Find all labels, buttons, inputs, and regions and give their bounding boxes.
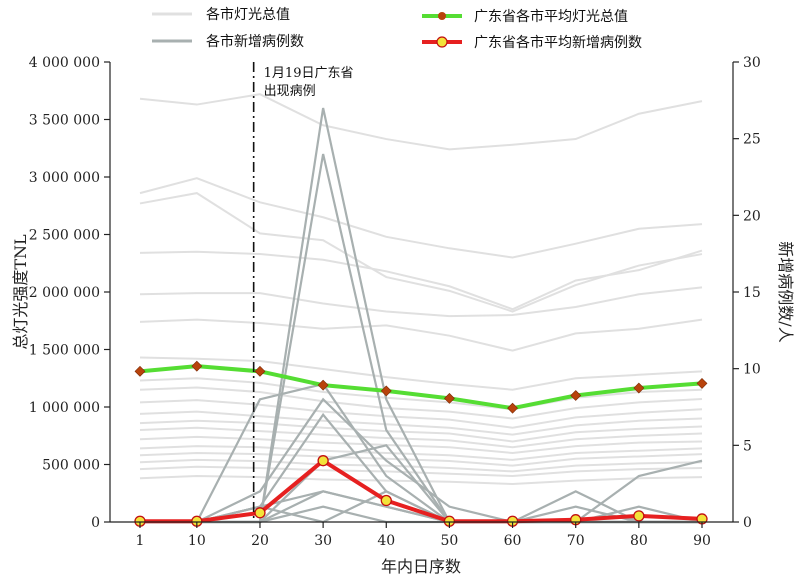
city-light-line	[139, 435, 703, 455]
x-tick-label: 30	[314, 533, 332, 549]
city-light-line	[139, 286, 703, 318]
right-tick-label: 0	[743, 515, 752, 531]
x-tick-label: 20	[251, 533, 269, 549]
x-tick-label: 90	[693, 533, 711, 549]
annotation-text-line1: 1月19日广东省	[264, 66, 354, 81]
right-tick-label: 5	[743, 438, 752, 454]
left-tick-label: 2 500 000	[29, 228, 100, 244]
avg-cases-marker	[633, 510, 645, 522]
left-tick-label: 2 000 000	[29, 285, 100, 301]
right-axis-ticks: 0 5 10 15 20 25 30	[733, 55, 761, 531]
x-tick-label: 80	[630, 533, 648, 549]
city-light-line	[139, 386, 703, 420]
city-light-line	[139, 419, 703, 443]
avg-cases-marker	[317, 455, 329, 467]
avg-light-marker	[507, 402, 518, 414]
right-tick-label: 25	[743, 132, 761, 148]
city-light-line	[139, 410, 703, 436]
left-tick-label: 1 500 000	[29, 343, 100, 359]
avg-case-series	[134, 455, 708, 527]
right-axis-title: 新增病例数/人	[776, 241, 795, 342]
city-light-line	[139, 465, 703, 478]
legend-label-city-light: 各市灯光总值	[206, 6, 290, 23]
avg-light-marker	[443, 392, 455, 404]
right-tick-label: 10	[743, 362, 761, 378]
left-tick-label: 1 000 000	[29, 400, 100, 416]
city-light-lines	[139, 93, 703, 486]
x-tick-label: 60	[504, 533, 522, 549]
x-axis-ticks: 1 10 20 30 40 50 60 70 80 90	[136, 522, 711, 549]
city-light-line	[139, 318, 703, 352]
avg-cases-line	[140, 458, 703, 524]
avg-light-marker	[191, 360, 203, 372]
city-light-line	[139, 93, 703, 151]
avg-cases-marker	[254, 507, 266, 519]
city-light-line	[139, 249, 703, 311]
avg-light-line	[139, 364, 703, 411]
city-light-line	[139, 356, 703, 391]
avg-cases-marker	[380, 494, 392, 507]
legend-marker-avg-cases	[436, 36, 448, 48]
avg-light-marker	[134, 365, 146, 377]
avg-light-marker	[696, 378, 708, 389]
legend-label-city-cases: 各市新增病例数	[206, 33, 304, 50]
avg-light-marker	[380, 385, 392, 397]
annotation-text-line2: 出现病例	[264, 84, 316, 99]
city-light-line	[139, 445, 703, 461]
right-tick-label: 20	[743, 208, 761, 224]
x-tick-label: 50	[441, 533, 459, 549]
city-light-line	[139, 426, 703, 449]
left-axis-title: 总灯光强度TNL	[11, 234, 30, 350]
right-tick-label: 15	[743, 285, 761, 301]
left-tick-label: 500 000	[42, 458, 100, 474]
avg-light-marker	[254, 365, 266, 377]
avg-light-series	[134, 360, 708, 414]
city-light-line	[139, 399, 703, 429]
left-tick-label: 4 000 000	[29, 55, 100, 71]
left-tick-label: 3 000 000	[29, 170, 100, 186]
city-light-line	[139, 474, 703, 486]
x-axis-title: 年内日序数	[381, 557, 461, 576]
avg-light-marker	[317, 379, 329, 391]
legend-label-avg-cases: 广东省各市平均新增病例数	[474, 34, 642, 51]
city-light-line	[139, 177, 703, 259]
x-tick-label: 1	[136, 533, 145, 549]
left-axis-ticks: 0 500 000 1 000 000 1 500 000 2 000 000 2 500…	[29, 55, 110, 531]
city-light-line	[139, 377, 703, 411]
left-tick-label: 3 500 000	[29, 113, 100, 129]
x-tick-label: 70	[567, 533, 585, 549]
legend-marker-avg-light	[438, 12, 446, 20]
x-tick-label: 40	[377, 533, 395, 549]
city-cases-line	[140, 382, 703, 524]
x-tick-label: 10	[188, 533, 206, 549]
right-tick-label: 30	[743, 55, 761, 71]
left-tick-label: 0	[91, 515, 100, 531]
legend-label-avg-light: 广东省各市平均灯光总值	[474, 8, 628, 25]
avg-light-marker	[633, 382, 645, 394]
avg-light-marker	[570, 390, 582, 401]
legend: 各市灯光总值 各市新增病例数 广东省各市平均灯光总值 广东省各市平均新增病例数	[152, 6, 642, 51]
